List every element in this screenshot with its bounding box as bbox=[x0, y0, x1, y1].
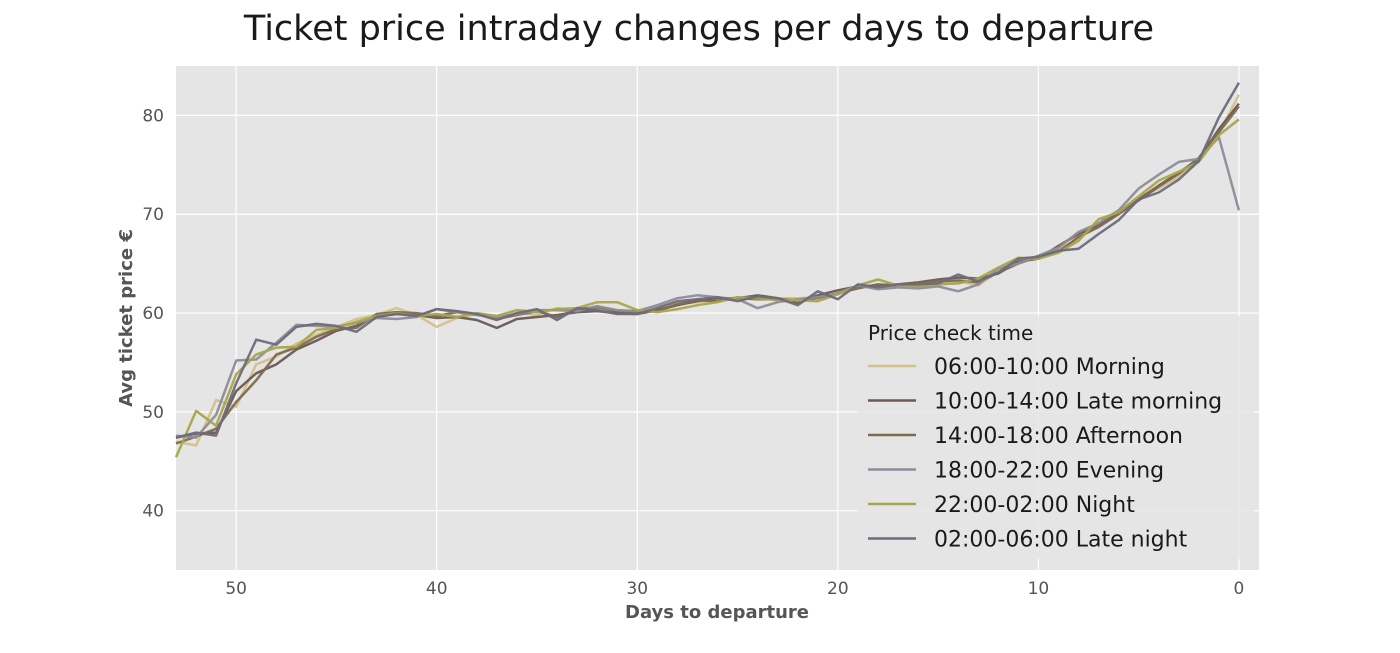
x-tick-label: 20 bbox=[827, 579, 849, 599]
x-axis-label: Days to departure bbox=[625, 602, 809, 623]
legend-label: 02:00-06:00 Late night bbox=[934, 528, 1188, 553]
legend-title: Price check time bbox=[868, 321, 1033, 345]
x-tick-label: 30 bbox=[626, 579, 648, 599]
y-tick-label: 50 bbox=[142, 403, 164, 423]
tick-labels: 50 40 30 20 10 0 40 50 60 70 80 bbox=[142, 106, 1244, 599]
legend-box bbox=[857, 316, 1254, 559]
series-line-6 bbox=[175, 82, 1240, 439]
legend-label: 22:00-02:00 Night bbox=[934, 493, 1135, 518]
x-tick-label: 50 bbox=[225, 579, 247, 599]
y-axis-label: Avg ticket price € bbox=[116, 229, 137, 407]
x-tick-label: 0 bbox=[1234, 579, 1245, 599]
legend-label: 06:00-10:00 Morning bbox=[934, 355, 1165, 380]
legend-label: 18:00-22:00 Evening bbox=[934, 459, 1164, 484]
y-tick-label: 70 bbox=[142, 205, 164, 225]
chart-title: Ticket price intraday changes per days t… bbox=[243, 9, 1154, 49]
x-tick-label: 40 bbox=[426, 579, 448, 599]
legend-label: 10:00-14:00 Late morning bbox=[934, 390, 1222, 415]
y-tick-label: 80 bbox=[142, 106, 164, 126]
y-tick-label: 40 bbox=[142, 502, 164, 522]
legend: Price check time 06:00-10:00 Morning 10:0… bbox=[857, 316, 1254, 559]
x-tick-label: 10 bbox=[1028, 579, 1050, 599]
legend-items: 06:00-10:00 Morning 10:00-14:00 Late morn… bbox=[868, 355, 1222, 553]
legend-label: 14:00-18:00 Afternoon bbox=[934, 424, 1183, 449]
y-tick-label: 60 bbox=[142, 304, 164, 324]
series-lines bbox=[174, 82, 1241, 458]
